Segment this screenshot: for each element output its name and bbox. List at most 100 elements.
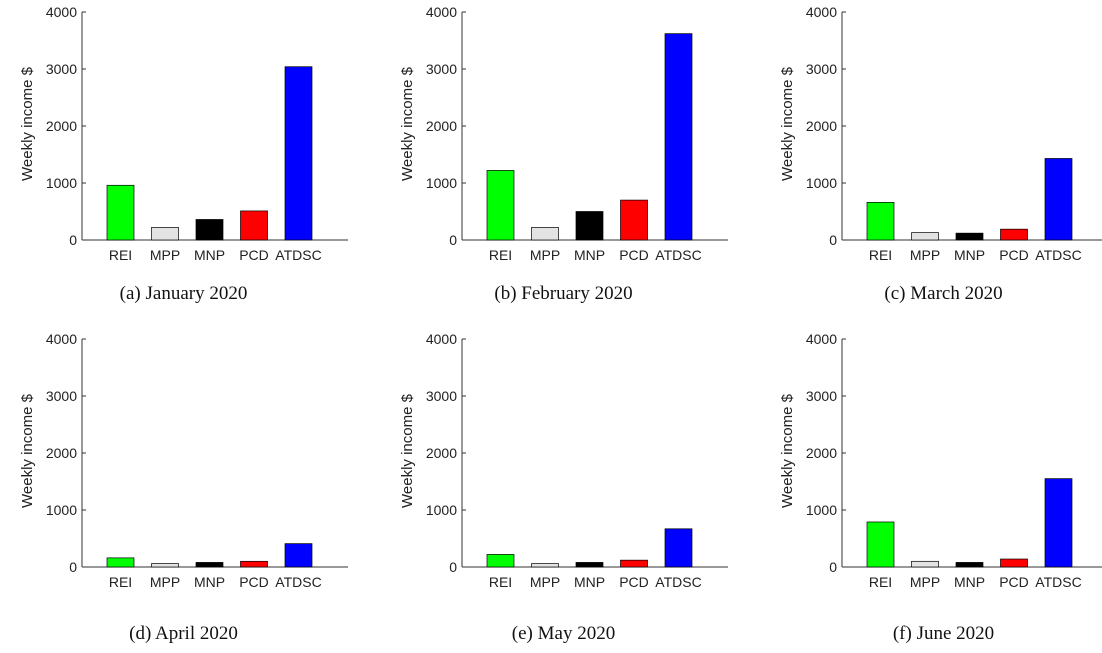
bar-chart-march: 0 1000 2000 3000 4000 Weekly income $ REI MPP MN… [779,4,1102,263]
bar-pcd [1000,558,1028,568]
y-axis-label: Weekly income $ [19,393,36,508]
bar-mpp [531,563,559,568]
bar-atdsc [284,66,313,241]
y-tick-label: 0 [449,232,457,248]
bar-pcd [240,560,268,568]
x-tick-label: REI [109,574,132,590]
bar-atdsc [1044,478,1073,568]
y-tick-label: 2000 [46,118,77,134]
y-tick-label: 1000 [806,175,837,191]
bar-chart-may: 0 1000 2000 3000 4000 Weekly income $ REI MPP MN… [399,331,728,590]
x-tick-label: MNP [574,574,605,590]
y-tick-label: 3000 [46,61,77,77]
caption-february: (b) February 2020 [494,283,633,304]
bar-mpp [911,232,939,241]
panel-june: 0 1000 2000 3000 4000 Weekly income $ REI MPP MN… [760,327,1102,653]
bar-mpp [531,227,559,241]
y-tick-label: 4000 [46,4,77,20]
bar-rei [106,557,135,568]
bar-mnp [195,562,224,568]
bar-rei [106,184,135,241]
x-tick-label: ATDSC [655,247,701,263]
y-tick-label: 4000 [426,331,457,347]
bar-atdsc [664,528,693,568]
bar-rei [866,521,895,568]
bar-atdsc [664,33,693,241]
bar-mnp [195,219,224,241]
y-tick-label: 0 [69,559,77,575]
x-tick-label: PCD [999,574,1029,590]
panel-march: 0 1000 2000 3000 4000 Weekly income $ REI MPP MN… [760,0,1102,326]
bar-rei [486,170,515,241]
y-axis-label: Weekly income $ [19,66,36,181]
y-tick-label: 0 [69,232,77,248]
bar-mnp [575,211,604,241]
x-tick-label: MNP [194,574,225,590]
x-tick-label: MNP [954,574,985,590]
x-tick-label: PCD [239,247,269,263]
bar-chart-june: 0 1000 2000 3000 4000 Weekly income $ REI MPP MN… [779,331,1102,590]
x-tick-label: MNP [194,247,225,263]
y-tick-label: 0 [829,559,837,575]
x-tick-label: ATDSC [1035,247,1081,263]
bar-atdsc [284,543,313,568]
x-tick-label: MPP [910,247,940,263]
bar-mnp [955,232,984,241]
x-tick-label: ATDSC [275,574,321,590]
bar-mnp [955,562,984,568]
caption-march: (c) March 2020 [884,283,1003,304]
bar-chart-february: 0 1000 2000 3000 4000 Weekly income $ REI MPP MN… [399,4,728,263]
x-tick-label: MPP [150,247,180,263]
x-tick-label: REI [489,247,512,263]
x-tick-label: PCD [619,247,649,263]
y-axis-label: Weekly income $ [779,66,796,181]
y-tick-label: 2000 [426,445,457,461]
bar-rei [866,202,895,241]
y-tick-label: 0 [829,232,837,248]
bar-mpp [151,563,179,568]
y-tick-label: 3000 [46,388,77,404]
y-tick-label: 0 [449,559,457,575]
y-tick-label: 3000 [806,61,837,77]
x-tick-label: PCD [999,247,1029,263]
y-tick-label: 4000 [806,331,837,347]
panel-february: 0 1000 2000 3000 4000 Weekly income $ REI MPP MN… [380,0,747,326]
x-tick-label: REI [109,247,132,263]
x-tick-label: REI [869,574,892,590]
x-tick-label: ATDSC [275,247,321,263]
panel-may: 0 1000 2000 3000 4000 Weekly income $ REI MPP MN… [380,327,747,653]
bar-chart-january: 0 1000 2000 3000 4000 Weekly income $ REI MPP MN… [19,4,348,263]
y-tick-label: 1000 [426,175,457,191]
y-tick-label: 1000 [806,502,837,518]
bar-pcd [240,210,268,241]
bar-atdsc [1044,158,1073,241]
x-tick-label: MNP [954,247,985,263]
y-axis-label: Weekly income $ [399,66,416,181]
x-tick-label: PCD [619,574,649,590]
y-tick-label: 2000 [806,445,837,461]
y-tick-label: 2000 [426,118,457,134]
y-tick-label: 2000 [46,445,77,461]
bar-mnp [575,562,604,568]
bar-pcd [620,199,648,241]
x-tick-label: MNP [574,247,605,263]
y-axis-label: Weekly income $ [779,393,796,508]
y-tick-label: 4000 [806,4,837,20]
y-tick-label: 2000 [806,118,837,134]
bar-pcd [1000,228,1028,241]
y-tick-label: 3000 [426,388,457,404]
x-tick-label: MPP [530,574,560,590]
y-tick-label: 1000 [46,502,77,518]
x-tick-label: MPP [910,574,940,590]
caption-january: (a) January 2020 [119,283,248,304]
bar-rei [486,554,515,568]
caption-may: (e) May 2020 [511,623,616,644]
x-tick-label: REI [869,247,892,263]
caption-april: (d) April 2020 [129,623,238,644]
x-tick-label: MPP [150,574,180,590]
x-tick-label: REI [489,574,512,590]
x-tick-label: ATDSC [1035,574,1081,590]
bar-mpp [151,227,179,241]
x-tick-label: ATDSC [655,574,701,590]
